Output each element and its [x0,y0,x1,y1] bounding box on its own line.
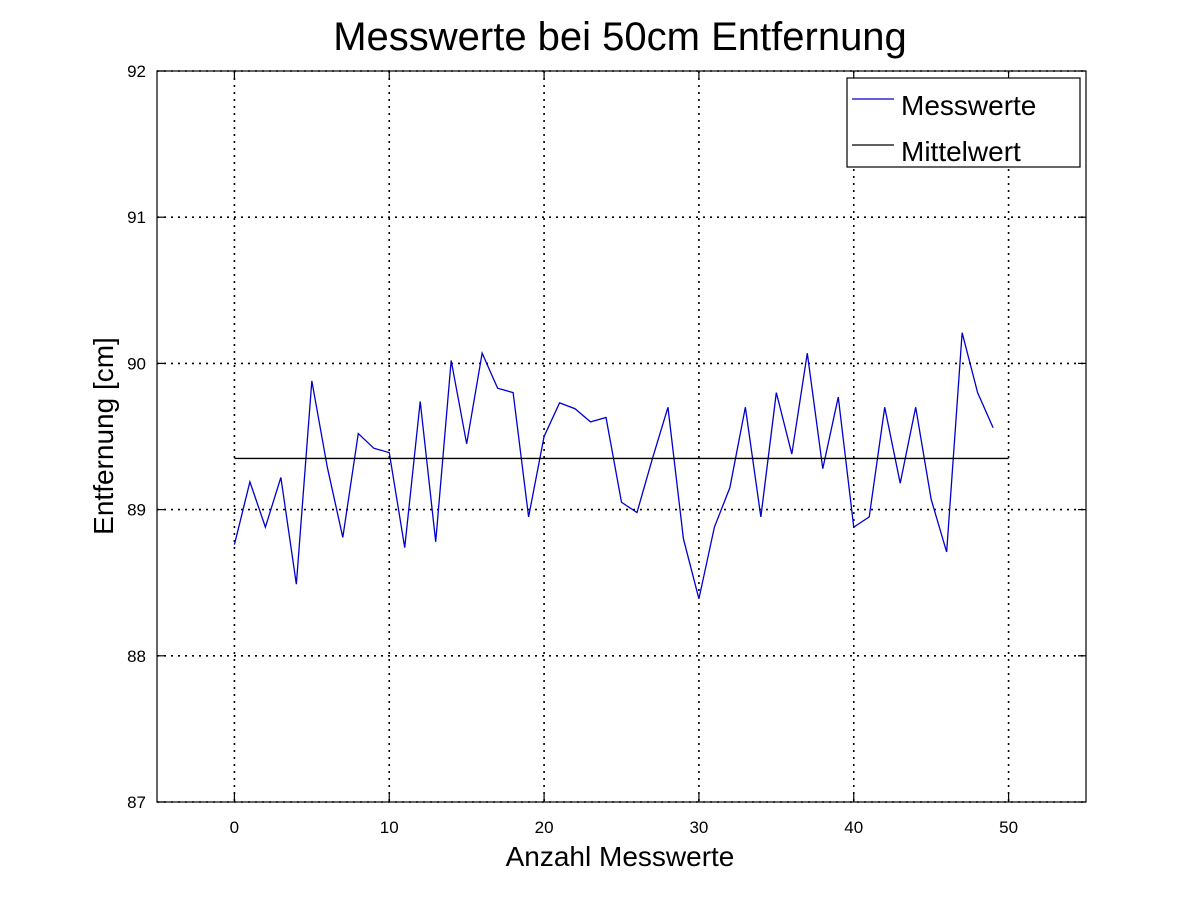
chart-title: Messwerte bei 50cm Entfernung [333,15,907,59]
axes-box [156,70,1087,803]
grid-lines [157,70,1086,803]
x-axis-label: Anzahl Messwerte [506,841,735,872]
legend-box [846,77,1081,168]
tick-labels: 0 10 20 30 40 50 87 88 89 90 91 92 [127,62,1018,837]
y-axis-label: Entfernung [cm] [88,337,119,535]
x-tick-label: 0 [230,818,239,837]
y-tick-label: 88 [127,647,146,666]
x-tick-label: 20 [535,818,554,837]
x-tick-label: 10 [380,818,399,837]
legend: Messwerte Mittelwert [846,77,1081,168]
series-layer [233,332,1009,599]
y-tick-label: 87 [127,793,146,812]
y-tick-label: 89 [127,501,146,520]
x-tick-label: 30 [689,818,708,837]
legend-label: Messwerte [901,90,1036,121]
y-tick-label: 90 [127,354,146,373]
y-tick-label: 92 [127,62,146,81]
series-line-messwerte [233,332,994,599]
legend-label: Mittelwert [901,136,1021,167]
axes [156,70,1087,803]
x-tick-label: 40 [844,818,863,837]
y-tick-label: 91 [127,208,146,227]
x-tick-label: 50 [999,818,1018,837]
